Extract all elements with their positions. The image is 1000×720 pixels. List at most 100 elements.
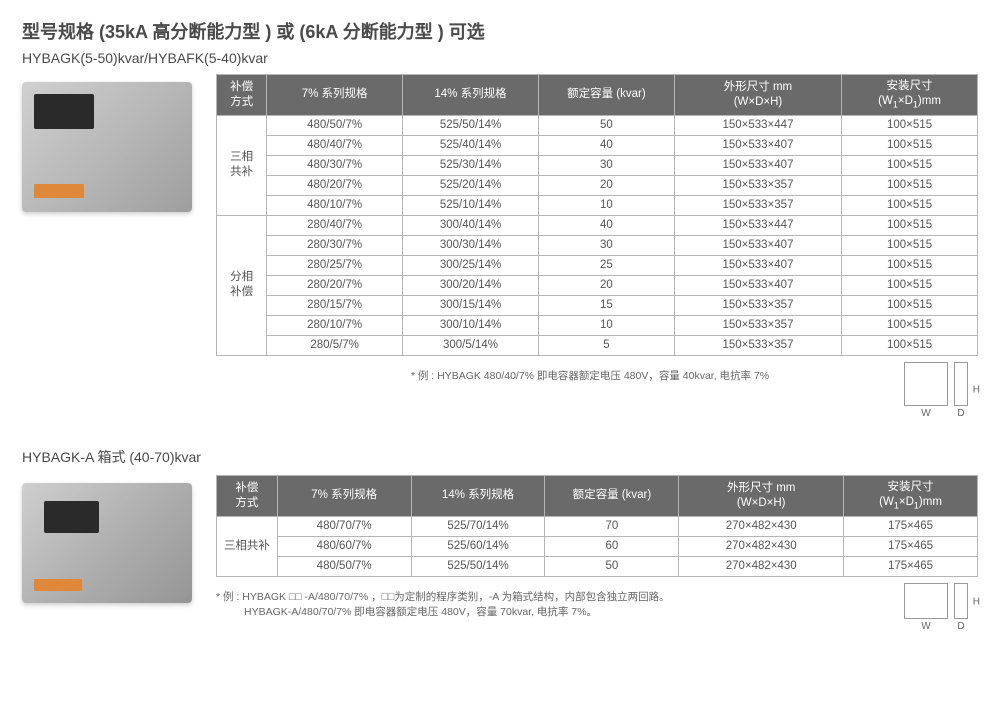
cell-c14: 300/5/14%	[403, 335, 539, 355]
cell-cap: 40	[538, 135, 674, 155]
cell-mount: 100×515	[842, 155, 978, 175]
table-row: 480/20/7%525/20/14%20150×533×357100×515	[217, 175, 978, 195]
cell-mount: 100×515	[842, 255, 978, 275]
cell-dim: 150×533×407	[674, 255, 841, 275]
cell-c7: 280/10/7%	[267, 315, 403, 335]
page-title: 型号规格 (35kA 高分断能力型 ) 或 (6kA 分断能力型 ) 可选	[22, 18, 978, 44]
cell-mount: 175×465	[844, 536, 978, 556]
footnote-1: * 例 : HYBAGK 480/40/7% 即电容器额定电压 480V，容量 …	[216, 368, 904, 383]
cell-c7: 280/5/7%	[267, 335, 403, 355]
cell-c14: 300/10/14%	[403, 315, 539, 335]
th-mount: 安装尺寸(W1×D1)mm	[844, 475, 978, 516]
table-row: 480/30/7%525/30/14%30150×533×407100×515	[217, 155, 978, 175]
cell-cap: 20	[538, 175, 674, 195]
th-comp: 补偿方式	[217, 475, 278, 516]
table-header-row: 补偿方式 7% 系列规格 14% 系列规格 额定容量 (kvar) 外形尺寸 m…	[217, 475, 978, 516]
cell-cap: 10	[538, 195, 674, 215]
model-subtitle-1: HYBAGK(5-50)kvar/HYBAFK(5-40)kvar	[22, 50, 978, 66]
dim-label-d: D	[954, 621, 968, 632]
row-group-label: 三相共补	[217, 516, 278, 576]
table-header-row: 补偿方式 7% 系列规格 14% 系列规格 额定容量 (kvar) 外形尺寸 m…	[217, 75, 978, 116]
th-comp: 补偿方式	[217, 75, 267, 116]
cell-dim: 150×533×357	[674, 295, 841, 315]
cell-mount: 100×515	[842, 235, 978, 255]
cell-mount: 100×515	[842, 135, 978, 155]
cell-dim: 150×533×357	[674, 335, 841, 355]
cell-cap: 20	[538, 275, 674, 295]
table-row: 480/50/7%525/50/14%50270×482×430175×465	[217, 556, 978, 576]
section-1: 补偿方式 7% 系列规格 14% 系列规格 额定容量 (kvar) 外形尺寸 m…	[22, 74, 978, 419]
dim-label-d: D	[954, 408, 968, 419]
dimension-diagram-2: W D H	[904, 583, 968, 632]
th-7pct: 7% 系列规格	[267, 75, 403, 116]
dim-box-w-1: W	[904, 362, 948, 419]
cell-mount: 100×515	[842, 275, 978, 295]
footnote-2: * 例 : HYBAGK □□ -A/480/70/7% ，□□为定制的程序类别…	[216, 589, 904, 619]
dim-label-h: H	[973, 385, 980, 396]
dim-box-d-2: D H	[954, 583, 968, 632]
cell-c14: 300/25/14%	[403, 255, 539, 275]
cell-cap: 10	[538, 315, 674, 335]
product-image-2	[22, 483, 192, 603]
cell-dim: 270×482×430	[679, 556, 844, 576]
cell-c14: 300/20/14%	[403, 275, 539, 295]
cell-c14: 525/40/14%	[403, 135, 539, 155]
table-row: 480/40/7%525/40/14%40150×533×407100×515	[217, 135, 978, 155]
cell-cap: 25	[538, 255, 674, 275]
cell-c14: 300/30/14%	[403, 235, 539, 255]
cell-mount: 100×515	[842, 215, 978, 235]
cell-c7: 280/15/7%	[267, 295, 403, 315]
section-2: 补偿方式 7% 系列规格 14% 系列规格 额定容量 (kvar) 外形尺寸 m…	[22, 475, 978, 632]
cell-dim: 270×482×430	[679, 536, 844, 556]
cell-dim: 150×533×407	[674, 235, 841, 255]
cell-c14: 525/50/14%	[403, 115, 539, 135]
cell-mount: 100×515	[842, 175, 978, 195]
cell-c7: 480/70/7%	[277, 516, 411, 536]
cell-c14: 300/40/14%	[403, 215, 539, 235]
cell-c14: 525/70/14%	[411, 516, 545, 536]
cell-c7: 480/10/7%	[267, 195, 403, 215]
dim-box-d-1: D H	[954, 362, 968, 419]
table-row: 280/10/7%300/10/14%10150×533×357100×515	[217, 315, 978, 335]
table-row: 280/5/7%300/5/14%5150×533×357100×515	[217, 335, 978, 355]
cell-cap: 30	[538, 155, 674, 175]
cell-c14: 525/20/14%	[403, 175, 539, 195]
cell-c14: 525/50/14%	[411, 556, 545, 576]
cell-dim: 150×533×407	[674, 135, 841, 155]
cell-c7: 280/20/7%	[267, 275, 403, 295]
th-14pct: 14% 系列规格	[403, 75, 539, 116]
dim-label-w: W	[904, 408, 948, 419]
cell-mount: 100×515	[842, 295, 978, 315]
cell-cap: 50	[538, 115, 674, 135]
th-cap: 额定容量 (kvar)	[538, 75, 674, 116]
cell-cap: 50	[545, 556, 679, 576]
table-row: 分相补偿280/40/7%300/40/14%40150×533×447100×…	[217, 215, 978, 235]
table-1-wrap: 补偿方式 7% 系列规格 14% 系列规格 额定容量 (kvar) 外形尺寸 m…	[216, 74, 978, 419]
note-row-1: * 例 : HYBAGK 480/40/7% 即电容器额定电压 480V，容量 …	[216, 362, 978, 419]
cell-dim: 150×533×447	[674, 115, 841, 135]
dim-label-w: W	[904, 621, 948, 632]
table-row: 480/10/7%525/10/14%10150×533×357100×515	[217, 195, 978, 215]
spec-table-2: 补偿方式 7% 系列规格 14% 系列规格 额定容量 (kvar) 外形尺寸 m…	[216, 475, 978, 577]
th-dim: 外形尺寸 mm(W×D×H)	[679, 475, 844, 516]
cell-mount: 100×515	[842, 335, 978, 355]
cell-c14: 300/15/14%	[403, 295, 539, 315]
table-row: 480/60/7%525/60/14%60270×482×430175×465	[217, 536, 978, 556]
cell-cap: 40	[538, 215, 674, 235]
cell-mount: 100×515	[842, 115, 978, 135]
th-cap: 额定容量 (kvar)	[545, 475, 679, 516]
product-image-2-wrap	[22, 475, 202, 632]
note-row-2: * 例 : HYBAGK □□ -A/480/70/7% ，□□为定制的程序类别…	[216, 583, 978, 632]
table-row: 280/25/7%300/25/14%25150×533×407100×515	[217, 255, 978, 275]
cell-cap: 15	[538, 295, 674, 315]
table-row: 三相共补480/70/7%525/70/14%70270×482×430175×…	[217, 516, 978, 536]
cell-dim: 150×533×357	[674, 315, 841, 335]
cell-c7: 480/50/7%	[277, 556, 411, 576]
cell-dim: 150×533×447	[674, 215, 841, 235]
cell-c7: 280/40/7%	[267, 215, 403, 235]
cell-mount: 100×515	[842, 195, 978, 215]
cell-cap: 70	[545, 516, 679, 536]
table-row: 三相共补480/50/7%525/50/14%50150×533×447100×…	[217, 115, 978, 135]
cell-c7: 280/30/7%	[267, 235, 403, 255]
table-row: 280/15/7%300/15/14%15150×533×357100×515	[217, 295, 978, 315]
